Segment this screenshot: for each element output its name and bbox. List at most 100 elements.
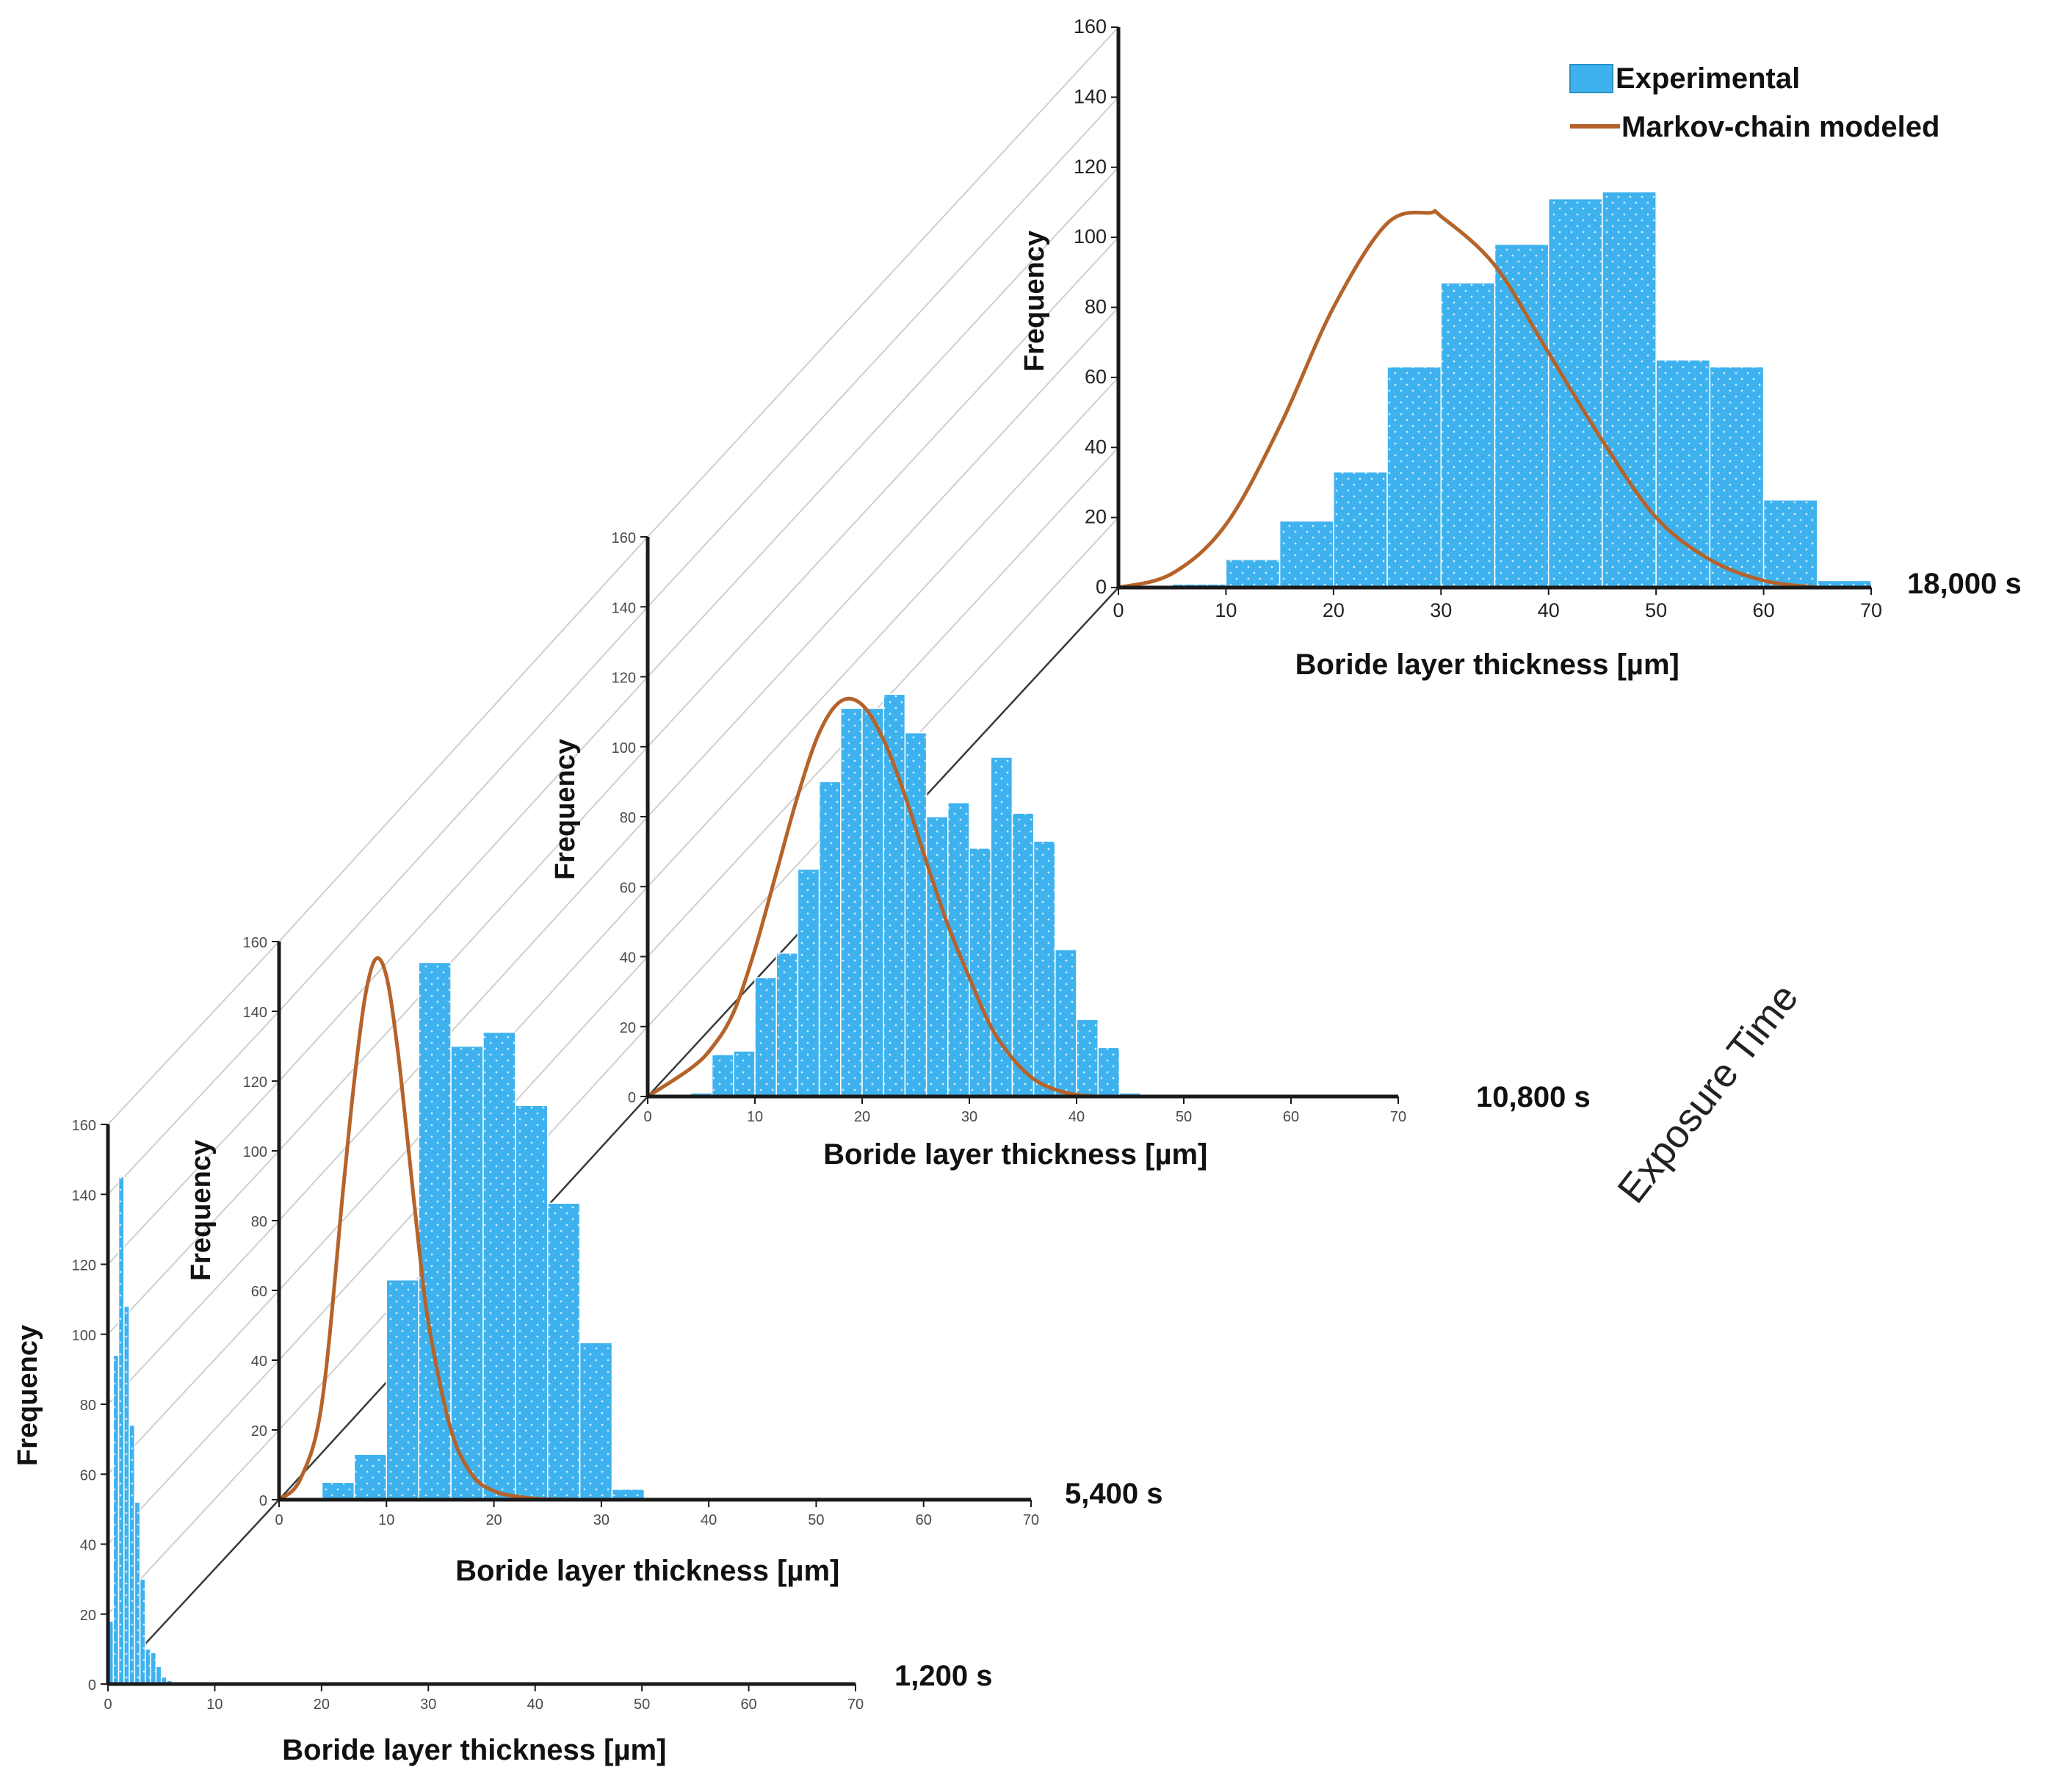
bar [969,848,991,1097]
legend: Experimental Markov-chain modeled [1569,62,1939,143]
bar [579,1342,613,1500]
y-tick-label: 0 [259,1493,267,1509]
y-axis-label: Frequency [186,1140,217,1281]
bar [1055,949,1077,1097]
y-tick-label: 20 [1085,506,1107,528]
legend-label-model: Markov-chain modeled [1621,111,1939,143]
bar [1097,1047,1121,1097]
x-tick-label: 30 [1430,599,1452,621]
y-tick-label: 100 [243,1144,267,1160]
y-tick-label: 0 [628,1090,636,1106]
y-tick-label: 40 [620,950,636,967]
y-axis-label: Frequency [550,739,581,880]
model-curve [646,696,1099,1099]
x-tick-label: 50 [1176,1109,1192,1125]
bar [990,756,1013,1097]
bar [1333,471,1388,588]
y-tick-label: 160 [72,1118,96,1134]
y-axis-label: Frequency [1019,231,1050,372]
x-tick-label: 40 [1068,1109,1085,1125]
bar [450,1045,484,1500]
y-tick-label: 60 [80,1467,96,1484]
bar [117,1176,125,1685]
x-tick-label: 40 [1538,599,1560,621]
bar [546,1202,581,1500]
panels: 0 10 20 30 40 50 60 70020406080100120140160Bori… [12,15,2022,1766]
x-tick-label: 50 [1645,599,1667,621]
exposure-time-value: 18,000 s [1907,568,2022,600]
bar [925,816,949,1097]
bar [861,707,884,1097]
bar [321,1481,355,1500]
bar [775,952,799,1097]
x-tick-label: 10 [747,1109,763,1125]
connector-line [107,1080,280,1265]
x-tick-label: 30 [961,1109,977,1125]
panel-4: 0 10 20 30 40 50 60 70 0 20 40 60 80 100 120 140 160 Bori… [1019,15,2022,681]
y-tick-label: 120 [243,1074,267,1091]
connector-line [107,1290,280,1475]
x-tick-label: 50 [808,1512,824,1528]
bar [1762,499,1818,588]
connector-line [647,377,1119,887]
x-tick-label: 70 [847,1697,864,1713]
y-tick-label: 120 [1074,156,1107,178]
x-tick-label: 0 [643,1109,651,1125]
y-tick-label: 80 [80,1398,96,1414]
connector-line [647,306,1119,817]
x-axis-label: Boride layer thickness [µm] [1295,648,1679,681]
y-axis-label: Frequency [12,1325,43,1466]
connector-line [278,536,648,942]
bar [1225,559,1281,588]
exposure-time-value: 10,800 s [1476,1081,1591,1113]
x-tick-label: 60 [740,1697,756,1713]
x-tick-label: 40 [527,1697,543,1713]
y-tick-label: 20 [620,1020,636,1036]
bar [112,1354,120,1685]
y-tick-label: 160 [1074,15,1107,37]
x-tick-label: 30 [593,1512,610,1528]
bar [733,1050,756,1097]
x-tick-label: 10 [206,1697,223,1713]
y-tick-label: 0 [1096,576,1107,598]
bar [515,1105,549,1500]
connector-line [278,606,648,1012]
bar [1709,366,1765,588]
connector-line [647,236,1119,748]
bar [711,1054,734,1097]
bar [797,868,820,1097]
y-tick-label: 40 [1085,436,1107,458]
connector-line [647,26,1119,538]
x-tick-label: 10 [1215,599,1237,621]
x-tick-label: 20 [854,1109,870,1125]
exposure-time-label: Exposure Time [1609,976,1807,1212]
bar [754,977,777,1097]
bar [482,1031,516,1500]
x-tick-label: 50 [634,1697,650,1713]
bar [1076,1019,1099,1097]
bar [1386,366,1442,588]
bar [129,1424,136,1685]
x-tick-label: 60 [1283,1109,1299,1125]
bar [123,1305,130,1685]
y-tick-label: 20 [251,1423,267,1439]
exposure-time-value: 1,200 s [894,1660,992,1692]
x-axis-label: Boride layer thickness [µm] [823,1138,1207,1171]
y-tick-label: 140 [72,1188,96,1204]
y-tick-label: 120 [72,1258,96,1274]
bar [353,1453,388,1500]
bar [1547,198,1603,588]
connector-line [278,746,648,1152]
connector-line [107,1220,280,1405]
y-tick-label: 20 [80,1608,96,1624]
bar [840,707,863,1097]
x-tick-label: 20 [1323,599,1345,621]
exposure-time-value: 5,400 s [1065,1478,1162,1510]
legend-swatch-experimental [1569,64,1613,93]
y-tick-label: 80 [620,810,636,826]
bar [1440,282,1496,588]
model-curve [278,956,601,1502]
panel-1: 0 10 20 30 40 50 60 70020406080100120140160Bori… [12,1118,992,1766]
x-tick-label: 70 [1023,1512,1039,1528]
